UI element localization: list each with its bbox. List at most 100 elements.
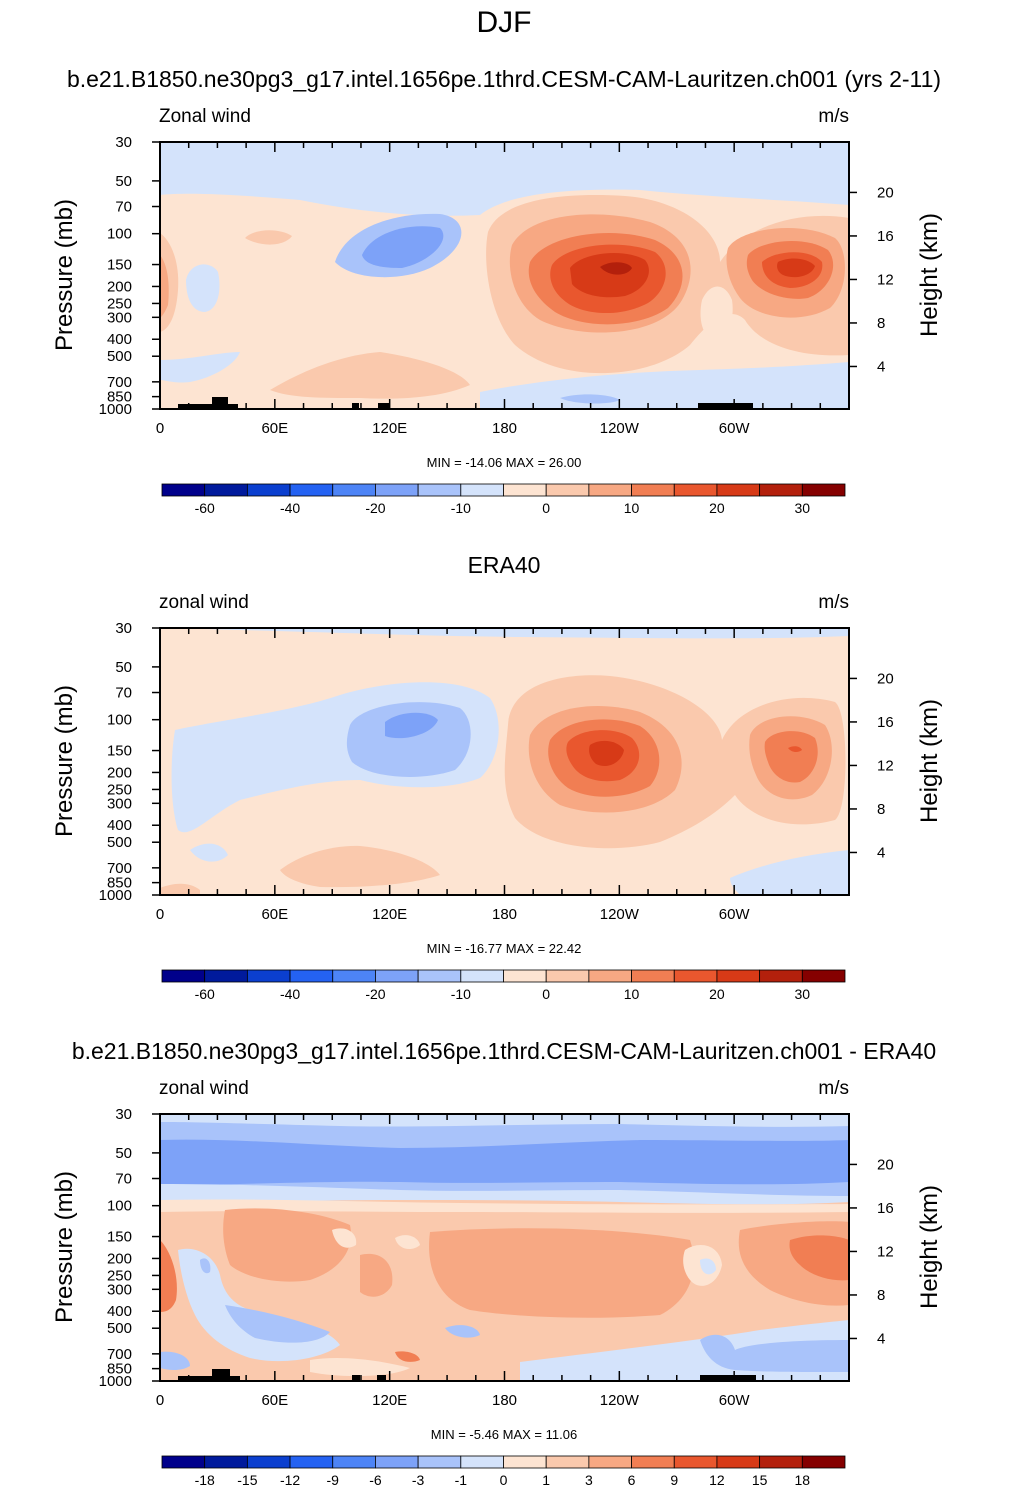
colorbar-swatch <box>545 483 590 497</box>
topography-asia <box>352 1375 360 1381</box>
y2-tick-label: 20 <box>877 1156 894 1173</box>
colorbar-swatch <box>375 483 419 497</box>
y-tick-label: 1000 <box>99 401 132 418</box>
y-tick-label: 50 <box>115 1145 132 1162</box>
x-tick-label: 120E <box>372 906 407 923</box>
y2-tick-label: 4 <box>877 844 885 861</box>
colorbar-swatch <box>588 969 632 983</box>
colorbar-label: 6 <box>628 1472 636 1488</box>
panel-era40-field <box>160 628 849 895</box>
field-neg-patch-3 <box>225 1305 330 1343</box>
x-tick-label: 120W <box>600 420 640 437</box>
colorbar-swatch <box>545 969 590 983</box>
colorbar-label: -1 <box>455 1472 468 1488</box>
y2-tick-label: 16 <box>877 228 894 245</box>
colorbar-label: -3 <box>412 1472 425 1488</box>
panel-difference-minmax: MIN = -5.46 MAX = 11.06 <box>431 1427 577 1442</box>
field-jet2-level-3 <box>764 731 818 783</box>
panel-model-left-label: Zonal wind <box>159 106 251 127</box>
y-tick-label: 700 <box>107 860 132 877</box>
y-tick-label: 700 <box>107 374 132 391</box>
topography-africa <box>178 1369 240 1381</box>
colorbar-swatch <box>716 969 761 983</box>
field-upper-easterly <box>160 142 849 216</box>
colorbar-swatch <box>503 1455 547 1469</box>
field-trop-max <box>789 1235 849 1281</box>
colorbar-swatch <box>161 483 206 497</box>
x-tick-label: 0 <box>156 1392 164 1409</box>
field-trop-positive-2 <box>223 1208 351 1282</box>
colorbar-label: -60 <box>195 986 215 1002</box>
colorbar-swatch <box>289 483 334 497</box>
colorbar-swatch <box>289 1455 334 1469</box>
colorbar-swatch <box>631 969 675 983</box>
topography-tibet <box>378 403 390 409</box>
panel-model-ylabel: Pressure (mb) <box>51 199 78 351</box>
y-tick-label: 50 <box>115 173 132 190</box>
colorbar-label: -10 <box>451 500 471 516</box>
colorbar-label: 10 <box>624 500 640 516</box>
field-small-easterly <box>186 264 220 312</box>
y-tick-label: 100 <box>107 226 132 243</box>
colorbar-label: -60 <box>195 500 215 516</box>
y-tick-label: 70 <box>115 685 132 702</box>
y-tick-label: 30 <box>115 134 132 151</box>
y2-tick-label: 12 <box>877 1243 894 1260</box>
field-neg-patch-4 <box>445 1325 480 1338</box>
colorbar-label: -6 <box>369 1472 382 1488</box>
x-tick-label: 60E <box>261 420 288 437</box>
field-low-easterly-right <box>730 850 849 895</box>
colorbar-swatch <box>375 969 419 983</box>
field-neg-patch-2 <box>200 1258 211 1274</box>
colorbar-swatch <box>503 969 547 983</box>
y-tick-label: 70 <box>115 199 132 216</box>
y-tick-label: 500 <box>107 834 132 851</box>
field-left-westerly-core <box>160 255 169 318</box>
field-weak-patch-1 <box>332 1228 357 1248</box>
field-low-easterly-left <box>160 352 240 383</box>
field-easterly-min <box>362 226 444 268</box>
colorbar-swatch <box>801 1455 846 1469</box>
panel-era40-left-label: zonal wind <box>159 592 249 613</box>
field-low-positive-1 <box>395 1351 420 1362</box>
y-tick-label: 300 <box>107 1281 132 1298</box>
y-tick-label: 250 <box>107 1267 132 1284</box>
y-tick-label: 400 <box>107 331 132 348</box>
field-zero-band <box>160 1199 849 1213</box>
colorbar-swatch <box>332 969 376 983</box>
colorbar-swatch <box>460 483 504 497</box>
field-strat-transition <box>160 1184 849 1205</box>
colorbar-label: 0 <box>542 500 550 516</box>
y-tick-label: 200 <box>107 1250 132 1267</box>
y2-tick-label: 16 <box>877 714 894 731</box>
y-tick-label: 500 <box>107 1320 132 1337</box>
colorbar-label: -9 <box>327 1472 340 1488</box>
colorbar-label: 9 <box>670 1472 678 1488</box>
colorbar-swatch <box>204 483 248 497</box>
colorbar-label: -10 <box>451 986 471 1002</box>
y2-tick-label: 8 <box>877 315 885 332</box>
colorbar-swatch <box>716 1455 761 1469</box>
panel-model-y2label: Height (km) <box>916 213 943 337</box>
panel-era40-ylabel: Pressure (mb) <box>51 685 78 837</box>
colorbar-label: 20 <box>709 500 725 516</box>
colorbar-swatch <box>801 969 846 983</box>
colorbar-swatch <box>588 1455 632 1469</box>
y2-tick-label: 8 <box>877 1287 885 1304</box>
panel-difference-subtitle: b.e21.B1850.ne30pg3_g17.intel.1656pe.1th… <box>72 1038 936 1064</box>
panel-model: b.e21.B1850.ne30pg3_g17.intel.1656pe.1th… <box>51 66 943 516</box>
field-jet2-max <box>788 746 802 753</box>
colorbar-label: -12 <box>280 1472 300 1488</box>
x-tick-label: 60W <box>719 1392 751 1409</box>
colorbar-swatch <box>417 969 462 983</box>
x-tick-label: 120W <box>600 906 640 923</box>
y-tick-label: 850 <box>107 389 132 406</box>
field-low-weak <box>310 1357 410 1377</box>
topography-andes <box>700 1375 756 1381</box>
y-tick-label: 30 <box>115 1106 132 1123</box>
colorbar-label: -40 <box>280 500 300 516</box>
